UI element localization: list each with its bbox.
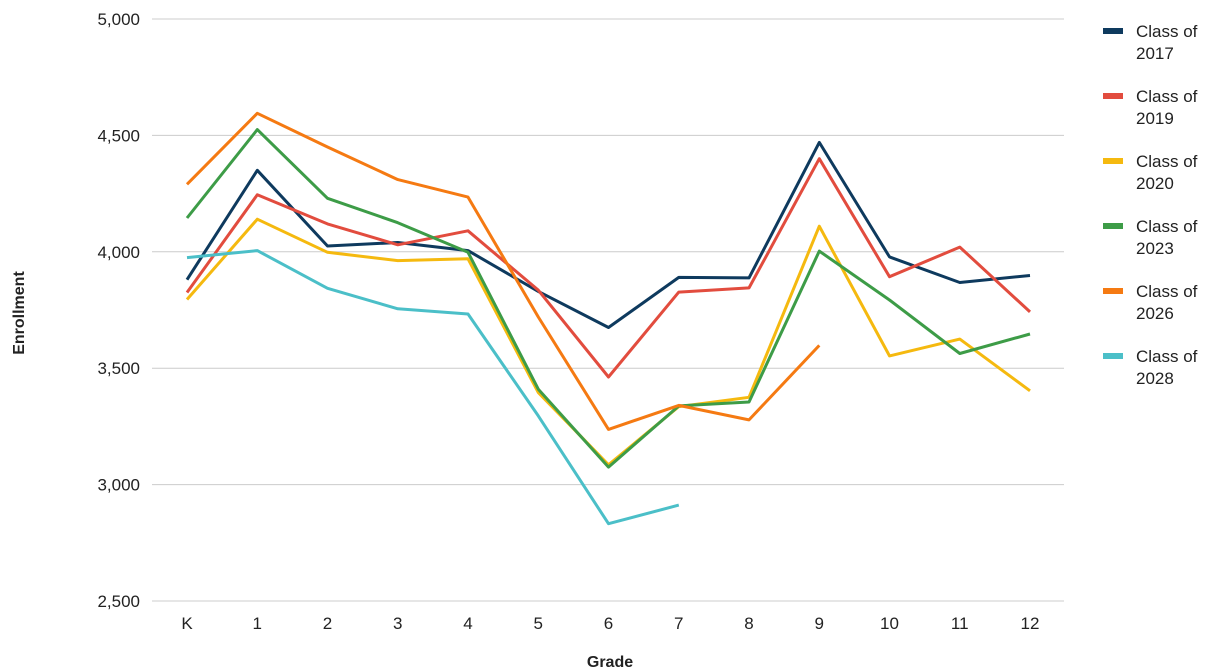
x-tick-label: 10 — [880, 614, 899, 633]
series-line-class-of-2017 — [185, 140, 1031, 329]
series-line-class-of-2019 — [185, 157, 1032, 379]
series-line-class-of-2020 — [185, 217, 1031, 467]
legend-entry: Class of 2028 — [1136, 347, 1198, 388]
x-tick-label: 11 — [951, 614, 969, 633]
x-tick-label: K — [181, 614, 193, 633]
x-axis-ticks: K 1 2 3 4 5 6 7 8 9 10 11 12 — [181, 614, 1039, 633]
x-axis-title: Grade — [587, 654, 633, 671]
y-tick-label: 4,000 — [97, 243, 140, 262]
legend-swatch — [1103, 288, 1123, 294]
legend-entry: Class of 2017 — [1136, 22, 1198, 63]
y-tick-label: 4,500 — [97, 126, 140, 145]
series-line-class-of-2028 — [186, 249, 680, 526]
legend: Class of 2017 Class of 2019 Class of 2020 Clas… — [1103, 22, 1198, 388]
x-tick-label: 4 — [463, 614, 472, 633]
series-line-class-of-2023 — [185, 128, 1031, 469]
x-tick-label: 2 — [323, 614, 332, 633]
y-axis-title: Enrollment — [11, 271, 28, 355]
y-tick-label: 3,000 — [97, 476, 140, 495]
y-axis-ticks: 2,500 3,000 3,500 4,000 4,500 5,000 — [97, 10, 140, 611]
series-line-class-of-2026 — [185, 111, 821, 431]
series-lines — [185, 111, 1032, 526]
y-tick-label: 5,000 — [97, 10, 140, 29]
y-tick-label: 3,500 — [97, 359, 140, 378]
legend-swatch — [1103, 28, 1123, 34]
legend-swatch — [1103, 353, 1123, 359]
legend-entry: Class of 2023 — [1136, 217, 1198, 258]
x-tick-label: 5 — [534, 614, 543, 633]
x-tick-label: 7 — [674, 614, 683, 633]
x-tick-label: 9 — [815, 614, 824, 633]
x-tick-label: 8 — [744, 614, 753, 633]
legend-entry: Class of 2019 — [1136, 87, 1198, 128]
legend-swatch — [1103, 158, 1123, 164]
legend-entry: Class of 2020 — [1136, 152, 1198, 193]
x-tick-label: 12 — [1021, 614, 1040, 633]
x-tick-label: 6 — [604, 614, 613, 633]
legend-swatch — [1103, 223, 1123, 229]
x-tick-label: 3 — [393, 614, 402, 633]
legend-entry: Class of 2026 — [1136, 282, 1198, 323]
legend-swatch — [1103, 93, 1123, 99]
gridlines — [152, 18, 1064, 602]
y-tick-label: 2,500 — [97, 592, 140, 611]
x-tick-label: 1 — [253, 614, 262, 633]
